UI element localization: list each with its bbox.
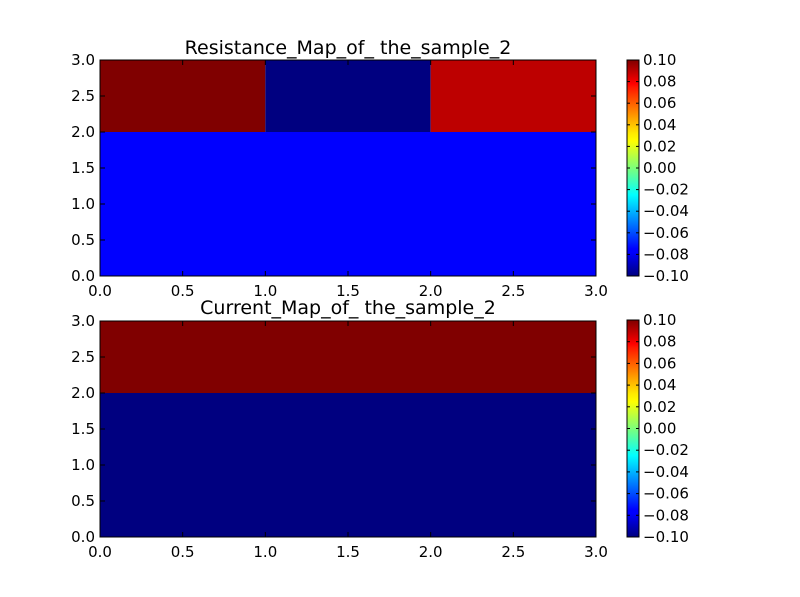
- x-tick-label-1-0: 0.0: [88, 282, 112, 300]
- x-tick-label-1-2: 1.0: [253, 282, 277, 300]
- x-tick-label-1-6: 3.0: [584, 282, 608, 300]
- y-tick-label-2-4: 2.0: [71, 384, 95, 402]
- colorbar-tick-label-2-8: 0.06: [643, 354, 676, 372]
- colorbar-tick-label-1-4: −0.02: [643, 181, 689, 199]
- heatmap-cell-1-4: [100, 132, 596, 276]
- y-tick-label-2-0: 0.0: [71, 528, 95, 546]
- x-tick-label-1-1: 0.5: [171, 282, 195, 300]
- x-ticks-2: 0.0 0.5 1.0 1.5 2.0 2.5 3.0: [88, 321, 608, 561]
- y-tick-label-1-5: 2.5: [71, 87, 95, 105]
- heatmap-cell-1-1: [100, 60, 266, 132]
- x-tick-label-2-2: 1.0: [253, 543, 277, 561]
- x-tick-label-1-5: 2.5: [501, 282, 525, 300]
- y-tick-label-1-4: 2.0: [71, 123, 95, 141]
- colorbar-tick-label-1-6: 0.02: [643, 137, 676, 155]
- heatmap-cell-1-2: [265, 60, 431, 132]
- y-ticks-2: 0.0 0.5 1.0 1.5 2.0 2.5 3.0: [71, 312, 596, 546]
- colorbar-tick-label-1-9: 0.08: [643, 73, 676, 91]
- x-tick-label-2-1: 0.5: [171, 543, 195, 561]
- colorbar-tick-label-1-8: 0.06: [643, 94, 676, 112]
- heatmap-cell-2-2: [100, 393, 596, 537]
- colorbar-tick-label-1-7: 0.04: [643, 116, 676, 134]
- colorbar-tick-label-2-4: −0.02: [643, 441, 689, 459]
- x-tick-label-2-5: 2.5: [501, 543, 525, 561]
- chart-title-1: Resistance_Map_of_ the_sample_2: [185, 37, 512, 59]
- colorbar-tick-label-2-10: 0.10: [643, 311, 676, 329]
- y-tick-label-1-1: 0.5: [71, 231, 95, 249]
- y-tick-label-2-3: 1.5: [71, 420, 95, 438]
- colorbar-tick-label-2-3: −0.04: [643, 463, 689, 481]
- colorbar-tick-label-2-2: −0.06: [643, 485, 689, 503]
- y-tick-label-2-5: 2.5: [71, 348, 95, 366]
- x-tick-label-2-3: 1.5: [336, 543, 360, 561]
- x-tick-label-2-0: 0.0: [88, 543, 112, 561]
- x-ticks-1: 0.0 0.5 1.0 1.5 2.0 2.5 3.0: [88, 60, 608, 300]
- colorbar-tick-label-2-6: 0.02: [643, 398, 676, 416]
- colorbar-tick-label-2-7: 0.04: [643, 376, 676, 394]
- colorbar-tick-label-1-0: −0.10: [643, 267, 689, 285]
- chart-title-2: Current_Map_of_ the_sample_2: [200, 297, 496, 319]
- y-tick-label-1-2: 1.0: [71, 195, 95, 213]
- colorbar-tick-label-1-2: −0.06: [643, 224, 689, 242]
- y-ticks-1: 0.0 0.5 1.0 1.5 2.0 2.5 3.0: [71, 51, 596, 285]
- colorbar-tick-label-1-10: 0.10: [643, 51, 676, 69]
- colorbar-tick-label-2-1: −0.08: [643, 506, 689, 524]
- y-tick-label-1-6: 3.0: [71, 51, 95, 69]
- y-tick-label-2-2: 1.0: [71, 456, 95, 474]
- y-tick-label-2-1: 0.5: [71, 492, 95, 510]
- x-tick-label-2-6: 3.0: [584, 543, 608, 561]
- colorbar-tick-label-1-5: 0.00: [643, 159, 676, 177]
- heatmap-cell-1-3: [430, 60, 596, 132]
- cells-2: [100, 321, 596, 537]
- y-tick-label-1-3: 1.5: [71, 159, 95, 177]
- colorbar-tick-label-2-5: 0.00: [643, 420, 676, 438]
- x-tick-label-1-3: 1.5: [336, 282, 360, 300]
- y-tick-label-2-6: 3.0: [71, 312, 95, 330]
- colorbar-tick-label-2-9: 0.08: [643, 333, 676, 351]
- heatmap-chart-1: Resistance_Map_of_ the_sample_2 0.0 0.5 1.…: [71, 37, 689, 300]
- cells-1: [100, 60, 596, 276]
- x-tick-label-1-4: 2.0: [419, 282, 443, 300]
- colorbar-tick-label-1-1: −0.08: [643, 245, 689, 263]
- y-tick-label-1-0: 0.0: [71, 267, 95, 285]
- colorbar-ticks-2: −0.10 −0.08 −0.06 −0.04 −0.02 0.00 0.02 0.04 0.0…: [627, 311, 689, 546]
- heatmap-chart-2: Current_Map_of_ the_sample_2 0.0 0.5 1.0 1.…: [71, 297, 689, 561]
- colorbar-tick-label-1-3: −0.04: [643, 202, 689, 220]
- x-tick-label-2-4: 2.0: [419, 543, 443, 561]
- colorbar-ticks-1: −0.10 −0.08 −0.06 −0.04 −0.02 0.00 0.02 0.04 0.0…: [627, 51, 689, 285]
- colorbar-tick-label-2-0: −0.10: [643, 528, 689, 546]
- heatmap-cell-2-1: [100, 321, 596, 393]
